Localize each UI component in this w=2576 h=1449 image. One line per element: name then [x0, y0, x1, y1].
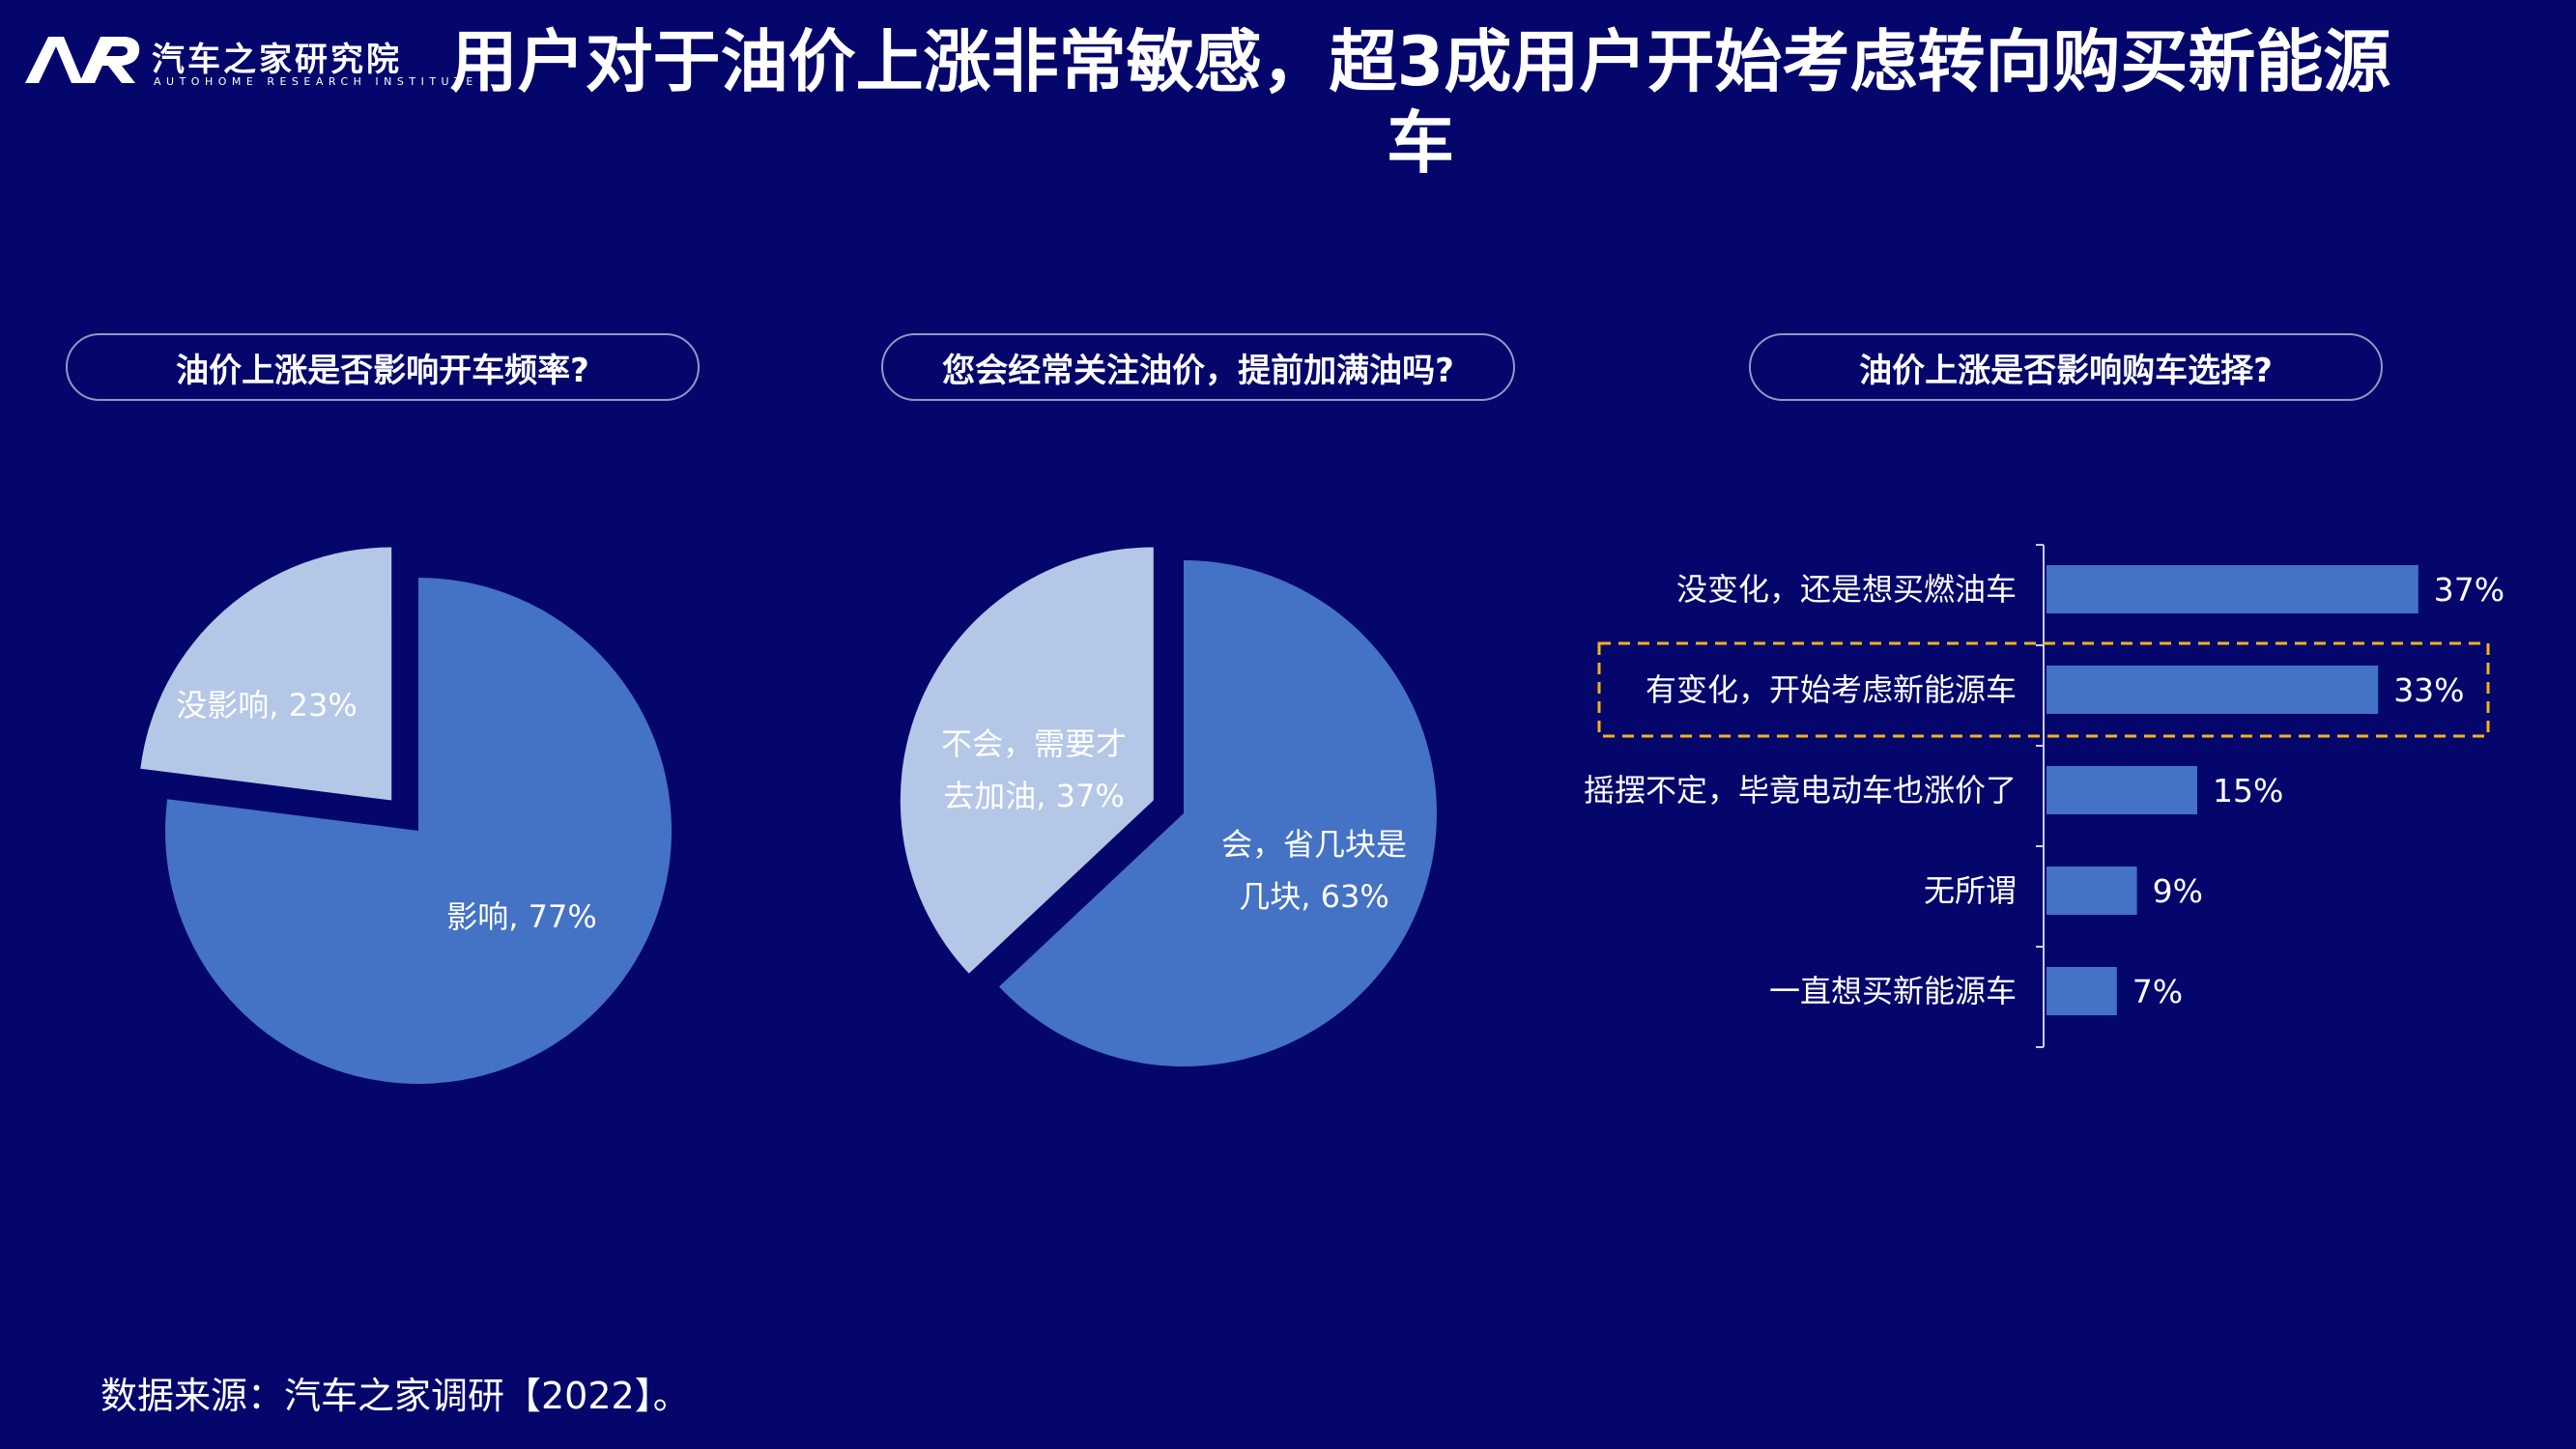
bar-category-label-2: 有变化，开始考虑新能源车 [1646, 671, 2017, 708]
bar-category-label-3: 摇摆不定，毕竟电动车也涨价了 [1584, 772, 2017, 809]
bar-value-label-1: 37% [2434, 571, 2504, 609]
bar-3 [2046, 766, 2197, 814]
bar-value-label-3: 15% [2213, 772, 2283, 810]
bar-1 [2046, 565, 2419, 613]
bar-value-label-2: 33% [2393, 671, 2464, 709]
bar-category-label-5: 一直想买新能源车 [1769, 973, 2017, 1009]
logo: 汽车之家研究院 AUTOHOME RESEARCH INSTITUTE [21, 29, 472, 97]
bar-category-label-1: 没变化，还是想买燃油车 [1676, 571, 2017, 608]
page-title: 用户对于油价上涨非常敏感，超3成用户开始考虑转向购买新能源车 [449, 22, 2391, 183]
pie1-slice-2 [140, 547, 392, 801]
data-source-note: 数据来源：汽车之家调研【2022】。 [100, 1375, 690, 1417]
logo-name-en: AUTOHOME RESEARCH INSTITUTE [154, 75, 478, 88]
question-box-purchase-choice: 油价上涨是否影响购车选择? [1749, 333, 2383, 401]
logo-name-cn: 汽车之家研究院 [152, 41, 402, 79]
pie1-label-1: 影响, 77% [446, 898, 596, 935]
bar-value-label-4: 9% [2153, 872, 2203, 910]
bar-category-label-4: 无所谓 [1924, 872, 2017, 909]
bar-5 [2046, 967, 2117, 1015]
pie2-label-1: 会，省几块是几块, 63% [1221, 826, 1407, 915]
bar-2 [2046, 666, 2379, 714]
pie1-label-2: 没影响, 23% [176, 687, 357, 724]
pie2-slice-2 [900, 547, 1154, 974]
question-box-driving-frequency: 油价上涨是否影响开车频率? [66, 333, 700, 401]
bar-4 [2046, 867, 2137, 915]
bar-value-label-5: 7% [2132, 973, 2183, 1010]
pie2-label-2: 不会，需要才去加油, 37% [941, 725, 1127, 814]
pie2-slice-1 [999, 560, 1437, 1066]
pie1-slice-1 [165, 578, 673, 1085]
autohome-logo-mark [25, 37, 140, 83]
question-box-fill-up-habit: 您会经常关注油价，提前加满油吗? [881, 333, 1515, 401]
highlight-dashed-box [1597, 641, 2490, 738]
